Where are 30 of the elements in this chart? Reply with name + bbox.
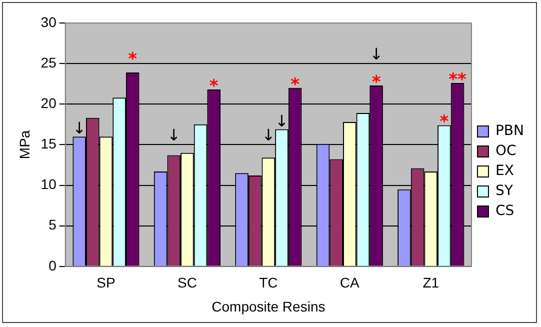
text: * <box>372 72 381 92</box>
data-label: ↓ <box>72 118 86 138</box>
y-axis-title: MPa <box>16 130 32 160</box>
legend-label: SY <box>495 183 514 200</box>
x-tick-label: SC <box>177 274 197 291</box>
legend-label: PBN <box>495 123 524 140</box>
y-tick-label: 30 <box>40 14 57 30</box>
legend-label: OC <box>495 143 516 160</box>
data-label: * <box>290 74 300 95</box>
data-label: * <box>209 76 218 97</box>
x-tick-label: SP <box>96 274 116 291</box>
legend-label: EX <box>495 163 514 180</box>
y-tick-label: 25 <box>40 54 57 70</box>
x-tick-label: TC <box>259 274 278 291</box>
y-tick-label: 5 <box>48 216 57 233</box>
y-tick-label: 10 <box>40 176 57 192</box>
legend-label: CS <box>495 203 514 220</box>
data-label: ↓ <box>275 111 288 130</box>
data-label: ** <box>448 70 467 90</box>
data-label: ↓ <box>262 126 276 145</box>
y-tick-label: 0 <box>48 257 57 274</box>
x-tick-label: CA <box>340 274 360 291</box>
y-tick-label: 20 <box>40 94 57 111</box>
data-label: ↓ <box>167 126 181 145</box>
data-label: * <box>440 112 449 132</box>
y-tick-label: 15 <box>40 136 57 152</box>
text: ↓ <box>370 44 383 64</box>
x-tick-label: Z1 <box>422 274 440 291</box>
data-label: * <box>128 50 138 70</box>
x-axis-title: Composite Resins <box>212 298 326 314</box>
